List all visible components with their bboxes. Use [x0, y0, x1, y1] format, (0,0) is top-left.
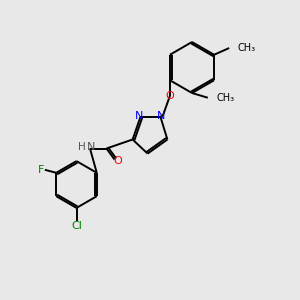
- Text: H: H: [78, 142, 86, 152]
- Text: F: F: [38, 165, 44, 175]
- Text: N: N: [135, 111, 144, 122]
- Text: N: N: [157, 111, 166, 122]
- Text: N: N: [86, 142, 95, 152]
- Text: O: O: [166, 91, 174, 101]
- Text: CH₃: CH₃: [238, 43, 256, 53]
- Text: O: O: [114, 156, 123, 166]
- Text: Cl: Cl: [71, 221, 82, 231]
- Text: CH₃: CH₃: [216, 93, 234, 103]
